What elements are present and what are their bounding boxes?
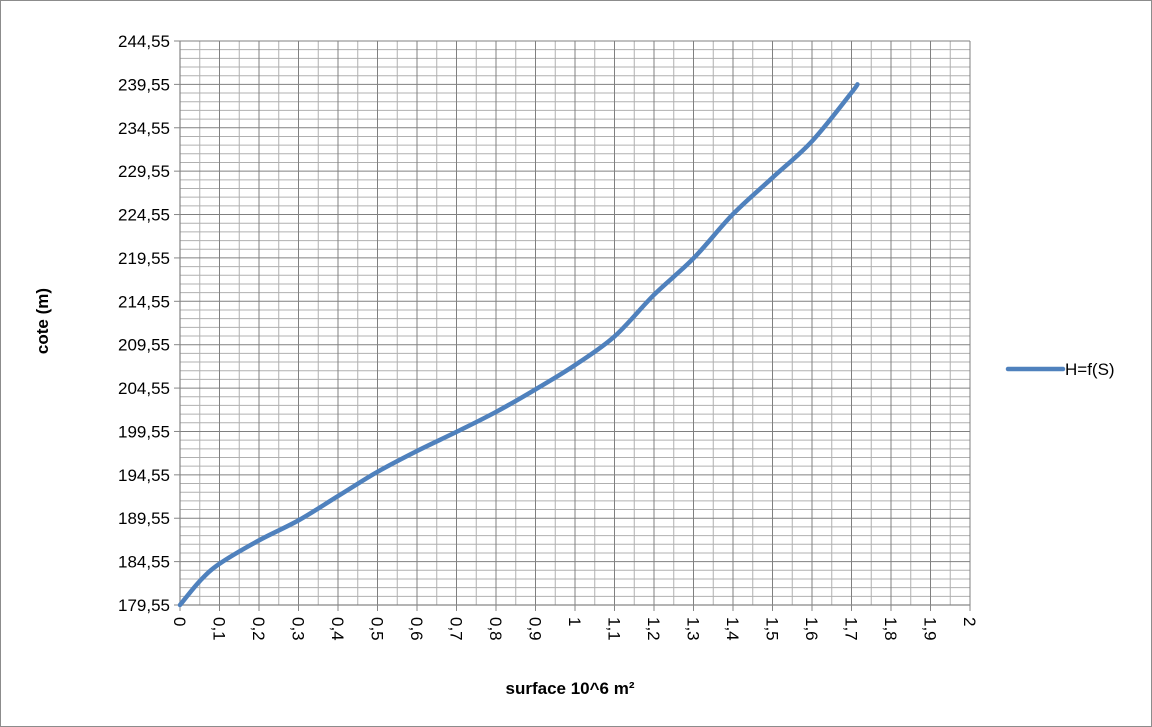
x-tick-label: 0,5 [368,617,387,641]
y-tick-label: 189,55 [118,509,170,528]
y-tick-label: 204,55 [118,379,170,398]
x-tick-label: 0,4 [328,617,347,641]
x-tick-label: 1,8 [881,617,900,641]
series-layer [177,82,860,608]
x-tick-labels: 0 0,1 0,2 0,3 0,4 0,5 0,6 0,7 0,8 0,9 1 1,1 1,2 1,3 1,… [170,617,979,641]
x-tick-label: 1,1 [605,617,624,641]
y-tick-labels: 179,55 184,55 189,55 194,55 199,55 204,55 209,… [118,32,170,615]
y-tick-label: 214,55 [118,292,170,311]
x-tick-label: 1,3 [684,617,703,641]
x-tick-label: 1 [565,617,584,626]
y-tick-label: 209,55 [118,336,170,355]
x-tick-label: 1,4 [723,617,742,641]
x-tick-label: 1,9 [921,617,940,641]
x-axis-title: surface 10^6 m² [506,679,635,698]
x-tick-label: 2 [960,617,979,626]
y-tick-label: 234,55 [118,119,170,138]
x-tick-label: 1,7 [842,617,861,641]
y-tick-label: 199,55 [118,422,170,441]
x-tick-label: 0,8 [486,617,505,641]
y-tick-label: 219,55 [118,249,170,268]
y-axis-title: cote (m) [33,288,52,354]
x-tick-label: 1,2 [644,617,663,641]
axes [174,40,971,611]
x-tick-label: 1,6 [802,617,821,641]
legend-label-h-f-s: H=f(S) [1065,360,1115,379]
x-tick-label: 0,2 [249,617,268,641]
series-line-h-f-s [177,82,860,608]
x-tick-label: 0 [170,617,189,626]
x-tick-label: 0,1 [210,617,229,641]
x-tick-label: 0,6 [407,617,426,641]
x-tick-label: 0,3 [289,617,308,641]
y-tick-label: 224,55 [118,206,170,225]
y-tick-label: 239,55 [118,75,170,94]
x-tick-label: 0,7 [447,617,466,641]
y-tick-label: 179,55 [118,596,170,615]
y-tick-label: 244,55 [118,32,170,51]
y-tick-label: 194,55 [118,466,170,485]
legend: H=f(S) [1005,360,1115,379]
y-tick-label: 229,55 [118,162,170,181]
x-tick-label: 0,9 [526,617,545,641]
x-tick-label: 1,5 [763,617,782,641]
y-tick-label: 184,55 [118,553,170,572]
